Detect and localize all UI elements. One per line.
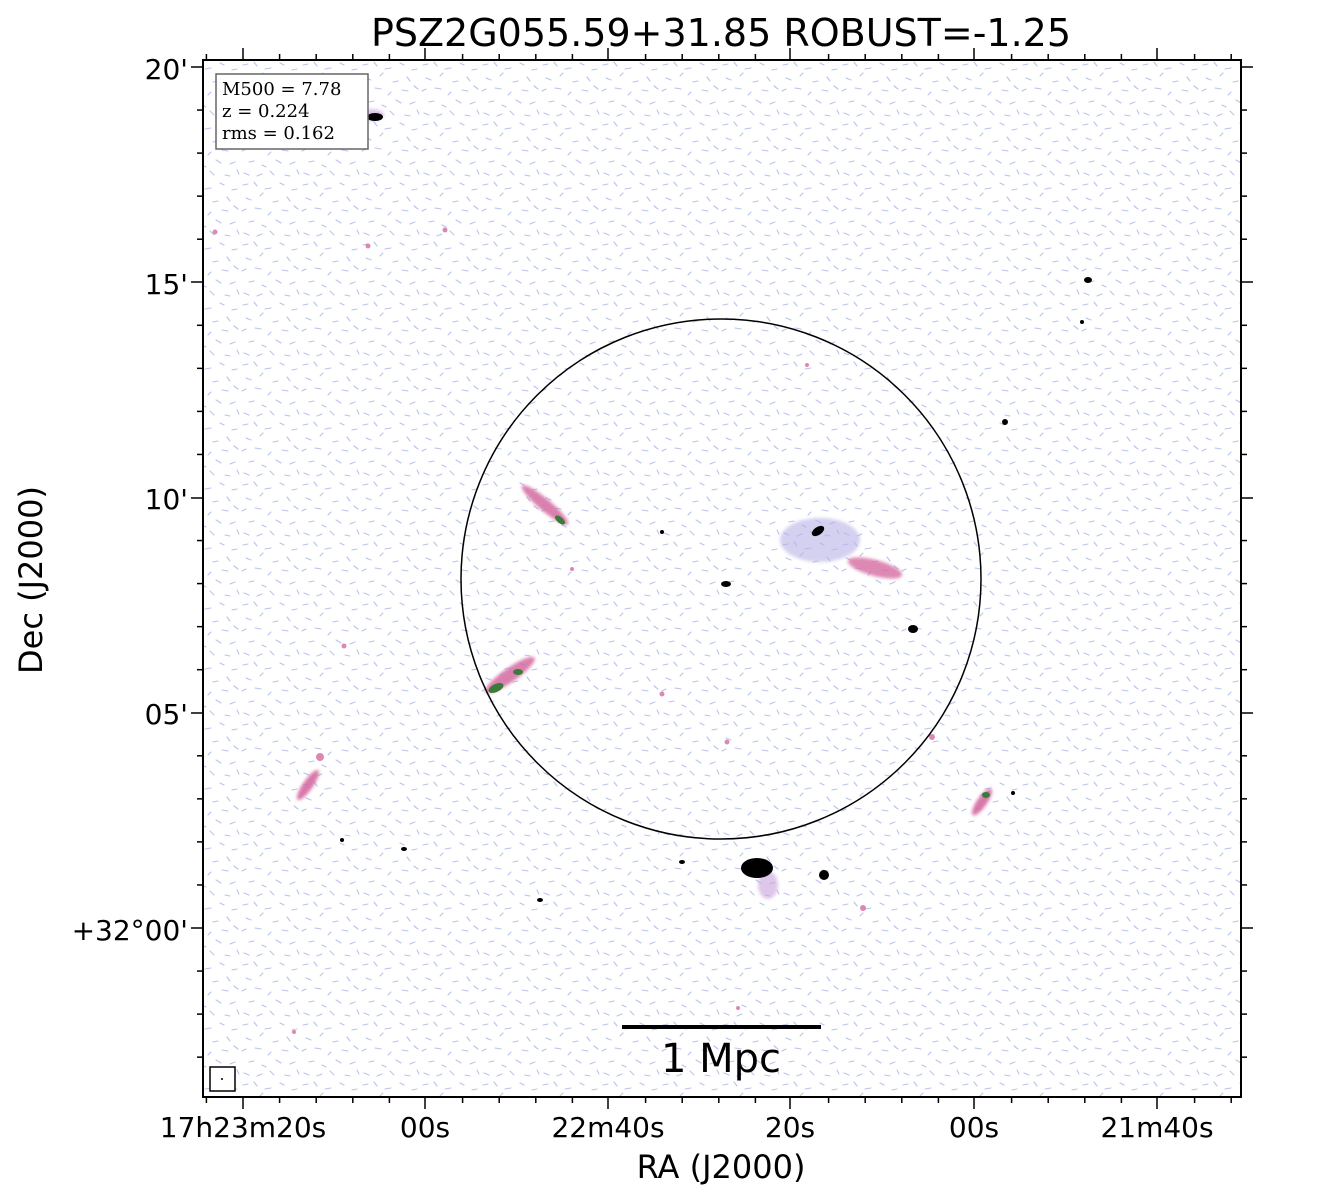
faint-blobs: [212, 227, 935, 1034]
dec-tick-labels: 20' 15' 10' 05' +32°00': [72, 53, 188, 947]
ra-tick-label: 22m40s: [551, 1111, 664, 1144]
plot-frame: [202, 59, 1242, 1098]
ra-tick-label: 17h23m20s: [160, 1111, 327, 1144]
r500-circle: [460, 318, 982, 840]
source-cores: [488, 515, 990, 798]
dec-tick-label: 10': [145, 483, 188, 516]
ra-tick-label: 00s: [949, 1111, 999, 1144]
beam-ellipse: [221, 1078, 223, 1080]
info-m500: M500 = 7.78: [222, 79, 341, 100]
ra-tick-label: 21m40s: [1100, 1111, 1213, 1144]
ra-tick-labels: 17h23m20s 00s 22m40s 20s 00s 21m40s: [160, 1111, 1214, 1144]
scalebar-label: 1 Mpc: [661, 1036, 781, 1082]
image-panel: 1 Mpc M500 = 7.78 z = 0.224 rms = 0.162: [202, 59, 1242, 1098]
dec-tick-label: +32°00': [72, 914, 188, 947]
info-box: [215, 73, 369, 150]
axis-ticks: [191, 48, 1253, 1109]
compact-sources: [340, 113, 1092, 902]
dec-tick-label: 05': [145, 698, 188, 731]
info-rms: rms = 0.162: [222, 123, 335, 144]
ra-tick-label: 00s: [400, 1111, 450, 1144]
dec-tick-label: 20': [145, 53, 188, 86]
noise-background: [203, 60, 1241, 1097]
dec-tick-label: 15': [145, 268, 188, 301]
info-redshift: z = 0.224: [222, 101, 310, 122]
x-axis-label: RA (J2000): [637, 1148, 806, 1186]
figure-title: PSZ2G055.59+31.85 ROBUST=-1.25: [371, 11, 1071, 55]
y-axis-label: Dec (J2000): [12, 486, 50, 674]
ra-tick-label: 20s: [765, 1111, 815, 1144]
